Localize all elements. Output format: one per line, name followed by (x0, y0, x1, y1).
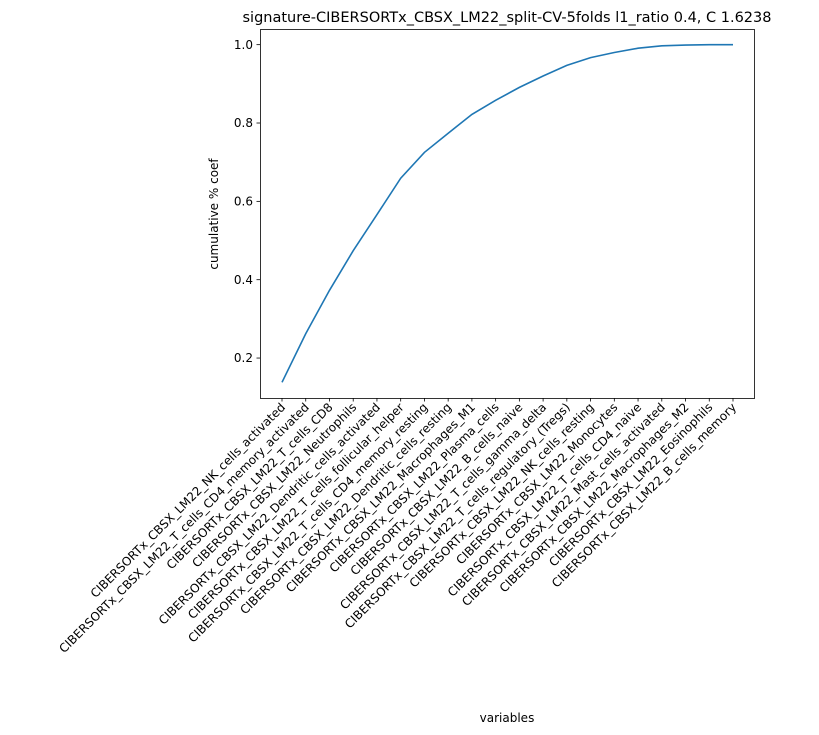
y-tick-label: 0.6 (234, 195, 253, 209)
chart-title: signature-CIBERSORTx_CBSX_LM22_split-CV-… (243, 10, 772, 26)
y-axis-label: cumulative % coef (207, 158, 221, 270)
y-tick-label: 0.8 (234, 116, 253, 130)
y-axis: 0.2 0.4 0.6 0.8 1.0 (234, 38, 260, 365)
plot-frame (260, 29, 755, 399)
series-line (281, 43, 733, 383)
y-tick-label: 0.4 (234, 273, 253, 287)
y-tick-label: 0.2 (234, 351, 253, 365)
y-tick-label: 1.0 (234, 38, 253, 52)
x-axis: CIBERSORTx_CBSX_LM22_NK_cells_activatedC… (56, 398, 739, 656)
x-axis-label: variables (480, 711, 535, 725)
